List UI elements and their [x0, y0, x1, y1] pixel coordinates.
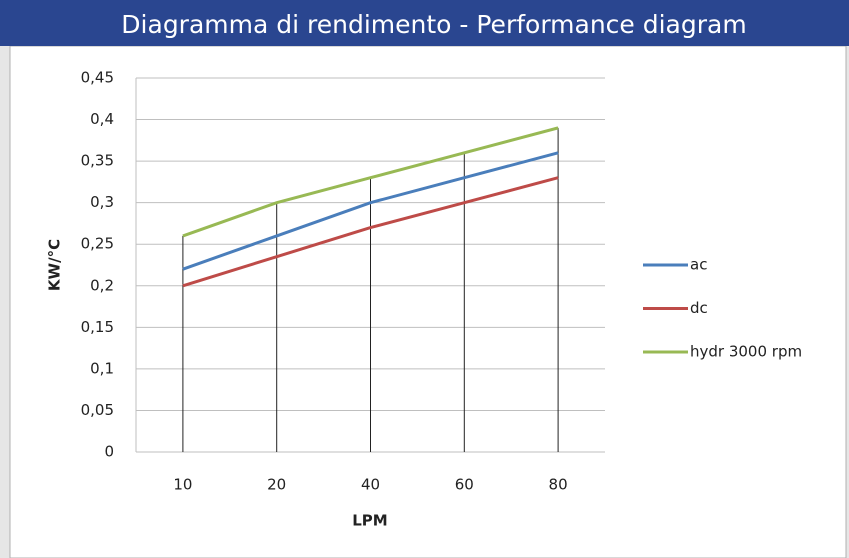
x-tick-label: 80	[549, 476, 568, 494]
y-tick-label: 0	[104, 443, 114, 461]
legend-label: hydr 3000 rpm	[690, 343, 802, 361]
x-axis-title: LPM	[352, 512, 387, 530]
title-bar	[0, 0, 849, 46]
y-axis-title: KW/°C	[46, 239, 64, 291]
y-tick-label: 0,15	[81, 318, 114, 336]
y-tick-label: 0,05	[81, 401, 114, 419]
legend-label: dc	[690, 299, 708, 317]
x-tick-label: 20	[267, 476, 286, 494]
legend-label: ac	[690, 256, 707, 274]
series-line	[182, 151, 559, 271]
y-tick-label: 0,2	[90, 276, 114, 294]
series-line	[182, 176, 559, 288]
chart-title: Diagramma di rendimento - Performance di…	[121, 10, 746, 39]
x-tick-label: 40	[361, 476, 380, 494]
chart-area	[9, 45, 847, 558]
y-tick-label: 0,4	[90, 110, 114, 128]
x-tick-label: 60	[455, 476, 474, 494]
x-tick-label: 10	[173, 476, 192, 494]
y-tick-label: 0,45	[81, 69, 114, 87]
y-tick-label: 0,1	[90, 359, 114, 377]
y-tick-label: 0,35	[81, 152, 114, 170]
y-tick-label: 0,3	[90, 193, 114, 211]
series-line	[182, 126, 559, 238]
y-tick-label: 0,25	[81, 235, 114, 253]
